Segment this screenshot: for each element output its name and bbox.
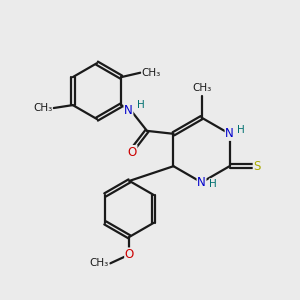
Text: N: N <box>197 176 206 189</box>
Text: O: O <box>128 146 137 159</box>
Text: CH₃: CH₃ <box>142 68 161 78</box>
Text: S: S <box>253 160 261 173</box>
Text: H: H <box>137 100 145 110</box>
Text: N: N <box>124 104 133 117</box>
Text: N: N <box>225 127 234 140</box>
Text: CH₃: CH₃ <box>89 258 109 268</box>
Text: CH₃: CH₃ <box>33 103 52 113</box>
Text: H: H <box>209 179 217 189</box>
Text: H: H <box>237 125 244 135</box>
Text: CH₃: CH₃ <box>192 83 211 93</box>
Text: O: O <box>125 248 134 261</box>
